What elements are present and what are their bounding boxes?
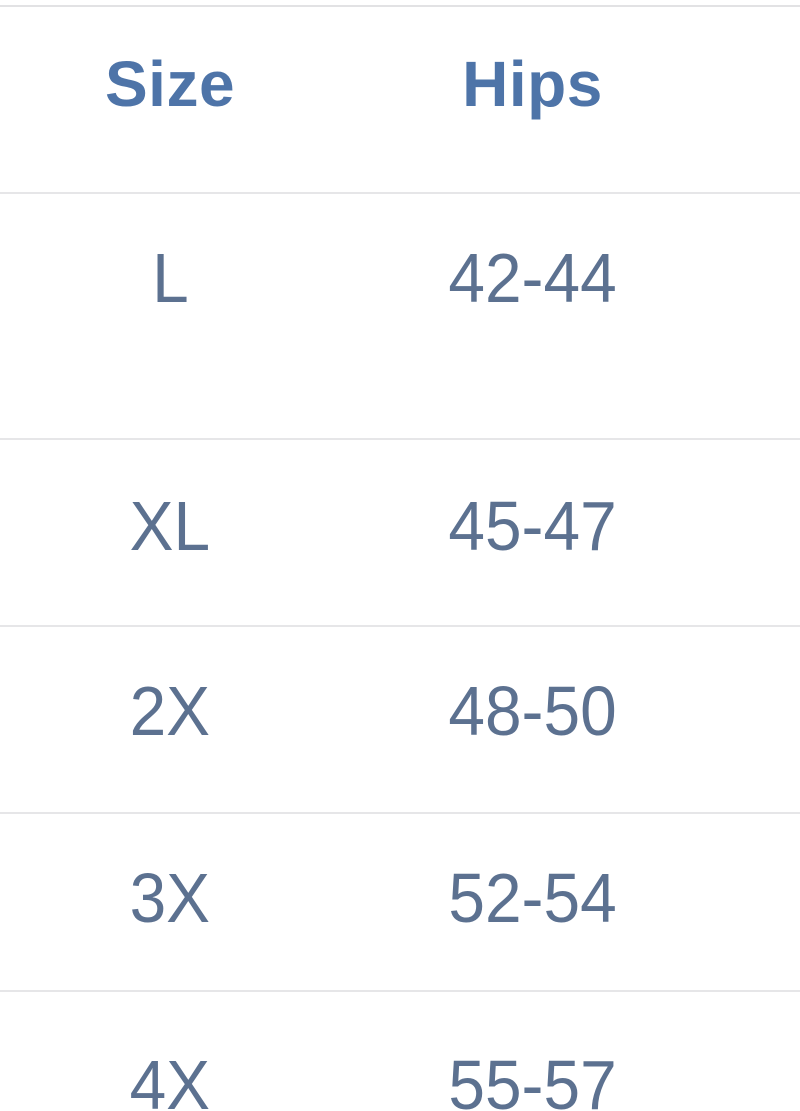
table-row: 2X 48-50	[0, 627, 800, 814]
row-spacer	[725, 440, 800, 625]
size-value-text: 2X	[129, 672, 211, 750]
row-spacer	[725, 814, 800, 990]
size-value-text: XL	[129, 487, 211, 565]
hips-value: 52-54	[340, 814, 725, 990]
table-row: XL 45-47	[0, 440, 800, 627]
row-spacer	[725, 992, 800, 1111]
size-value: 3X	[0, 814, 340, 990]
hips-value: 42-44	[340, 194, 725, 438]
size-chart-table: Size Hips L 42-44 XL 45-47 2X 48-50 3X 5…	[0, 5, 800, 1111]
header-spacer	[725, 7, 800, 192]
table-header-row: Size Hips	[0, 7, 800, 194]
size-value-text: 3X	[129, 859, 211, 937]
size-value: 2X	[0, 627, 340, 812]
column-header-hips: Hips	[462, 48, 603, 120]
hips-value: 55-57	[340, 992, 725, 1111]
row-spacer	[725, 194, 800, 438]
table-row: 4X 55-57	[0, 992, 800, 1111]
hips-value: 45-47	[340, 440, 725, 625]
hips-value-text: 48-50	[448, 672, 617, 750]
size-value-text: 4X	[129, 1046, 211, 1111]
size-value: XL	[0, 440, 340, 625]
column-header-size: Size	[104, 48, 236, 120]
hips-value: 48-50	[340, 627, 725, 812]
hips-value-text: 42-44	[448, 239, 617, 317]
hips-value-text: 45-47	[448, 487, 617, 565]
row-spacer	[725, 627, 800, 812]
hips-value-text: 52-54	[448, 859, 617, 937]
size-value-text: L	[151, 239, 189, 317]
table-row: L 42-44	[0, 194, 800, 440]
hips-value-text: 55-57	[448, 1046, 617, 1111]
size-value: L	[0, 194, 340, 438]
table-row: 3X 52-54	[0, 814, 800, 992]
size-value: 4X	[0, 992, 340, 1111]
